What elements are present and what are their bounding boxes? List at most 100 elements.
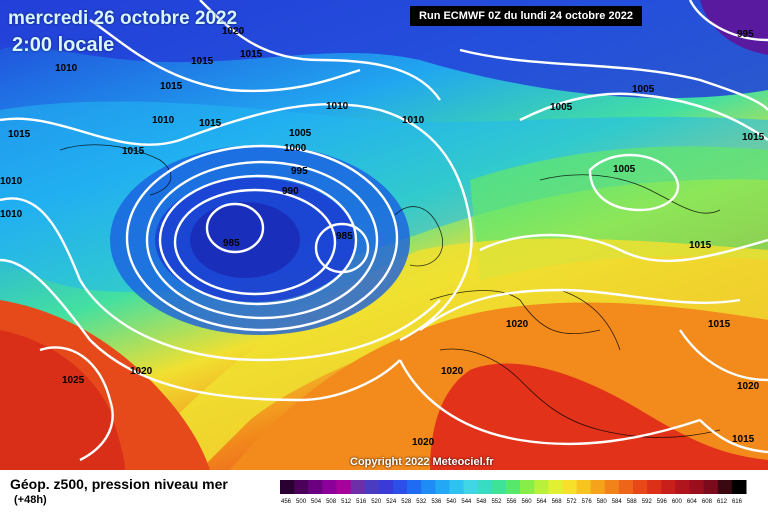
isobar-label: 1010 (55, 63, 78, 74)
color-scale-swatch (717, 480, 733, 494)
isobar-label: 1020 (130, 366, 153, 377)
color-scale-swatch (336, 480, 352, 494)
isobar-label: 1015 (8, 129, 31, 140)
color-scale-tick-label: 580 (597, 499, 608, 505)
isobar-label: 1020 (737, 381, 760, 392)
color-scale-tick-label: 564 (537, 499, 548, 505)
color-scale-tick-label: 572 (567, 499, 578, 505)
isobar-label: 1020 (412, 437, 435, 448)
isobar-label: 1015 (732, 434, 755, 445)
color-scale-tick-label: 588 (627, 499, 638, 505)
forecast-date: mercredi 26 octobre 2022 (8, 8, 238, 29)
isobar-label: 1015 (160, 81, 183, 92)
isobar-label: 1015 (191, 56, 214, 67)
color-scale-swatch (520, 480, 535, 494)
isobar-label: 1020 (222, 26, 245, 37)
coastlines (59, 144, 721, 438)
color-scale-tick-label: 524 (386, 499, 397, 505)
color-scale-tick-label: 504 (311, 499, 322, 505)
forecast-time: 2:00 locale (12, 34, 115, 56)
isobar-label: 1015 (689, 240, 712, 251)
color-scale-tick-label: 540 (446, 499, 457, 505)
color-scale-swatch (731, 480, 747, 494)
color-scale-swatch (675, 480, 691, 494)
color-scale-tick-label: 528 (401, 499, 412, 505)
isobar-label: 990 (282, 186, 299, 197)
color-scale-swatch (280, 480, 295, 494)
isobar-label: 1010 (326, 101, 349, 112)
color-scale-tick-label: 544 (461, 499, 472, 505)
color-scale-tick-label: 616 (732, 499, 743, 505)
geopotential-map: 1020 1015 1010 1015 1015 1010 1015 1015 … (0, 0, 768, 470)
color-scale-tick-label: 576 (582, 499, 593, 505)
color-scale-swatch (505, 480, 521, 494)
color-scale-swatch (392, 480, 408, 494)
color-scale-swatch (463, 480, 479, 494)
isobar-label: 995 (291, 166, 308, 177)
isobar-label: 1005 (550, 102, 573, 113)
color-scale-tick-label: 608 (702, 499, 713, 505)
forecast-lead-time: (+48h) (14, 494, 47, 506)
isobar-label: 995 (737, 29, 754, 40)
isobar-label: 1005 (632, 84, 655, 95)
color-scale-tick-label: 596 (657, 499, 668, 505)
color-scale-swatch (435, 480, 450, 494)
color-scale-swatch (322, 480, 337, 494)
color-scale-tick-label: 560 (522, 499, 533, 505)
color-scale-swatch (661, 480, 676, 494)
color-scale-swatch (449, 480, 465, 494)
color-scale-swatch (647, 480, 662, 494)
color-scale-tick-label: 520 (371, 499, 382, 505)
color-scale-tick-label: 600 (672, 499, 683, 505)
color-scale-swatch (618, 480, 634, 494)
warm-air-zone (130, 238, 768, 470)
isobars (0, 0, 768, 460)
color-scale-swatch (407, 480, 422, 494)
color-scale-swatch (534, 480, 549, 494)
color-scale-swatch (604, 480, 620, 494)
color-scale-swatch (477, 480, 493, 494)
isobar-label: 1015 (708, 319, 731, 330)
color-scale-tick-label: 500 (296, 499, 307, 505)
color-scale-swatch (491, 480, 507, 494)
color-scale-swatch (421, 480, 436, 494)
color-scale-swatch (576, 480, 592, 494)
color-scale-tick-label: 456 (281, 499, 292, 505)
color-scale-swatch (364, 480, 380, 494)
color-scale-tick-label: 552 (491, 499, 502, 505)
color-scale-tick-label: 604 (687, 499, 698, 505)
isobar-label: 1010 (152, 115, 175, 126)
color-scale-tick-label: 512 (341, 499, 352, 505)
isobar-label: 985 (336, 231, 353, 242)
color-scale: 456 500 504 508 512 516 520 524 528 532 536 540 544 5… (280, 480, 747, 505)
color-scale-swatch (350, 480, 366, 494)
isobar-label: 1015 (742, 132, 765, 143)
color-scale-swatch (590, 480, 606, 494)
color-scale-tick-label: 508 (326, 499, 337, 505)
legend-title: Géop. z500, pression niveau mer (10, 476, 228, 492)
isobar-label: 1005 (289, 128, 312, 139)
color-scale-swatch (562, 480, 578, 494)
isobar-label: 1015 (199, 118, 222, 129)
color-scale-tick-label: 556 (506, 499, 517, 505)
color-scale-swatch (633, 480, 648, 494)
color-scale-swatch (378, 480, 394, 494)
color-scale-tick-label: 516 (356, 499, 367, 505)
color-scale-tick-label: 584 (612, 499, 623, 505)
copyright-notice: Copyright 2022 Meteociel.fr (350, 456, 494, 468)
color-scale-tick-label: 568 (552, 499, 563, 505)
isobar-label: 1025 (62, 375, 85, 386)
isobar-label: 1000 (284, 143, 307, 154)
cold-pool-northeast (700, 0, 768, 55)
model-run-info: Run ECMWF 0Z du lundi 24 octobre 2022 (410, 6, 642, 26)
color-scale-swatch (689, 480, 705, 494)
isobar-label: 1015 (240, 49, 263, 60)
color-scale-swatch (308, 480, 323, 494)
color-scale-swatch (294, 480, 309, 494)
isobar-label: 1010 (0, 209, 23, 220)
color-scale-tick-label: 536 (431, 499, 442, 505)
isobar-label: 1005 (613, 164, 636, 175)
isobar-label: 1020 (506, 319, 529, 330)
color-scale-tick-label: 592 (642, 499, 653, 505)
isobar-label: 1010 (0, 176, 23, 187)
